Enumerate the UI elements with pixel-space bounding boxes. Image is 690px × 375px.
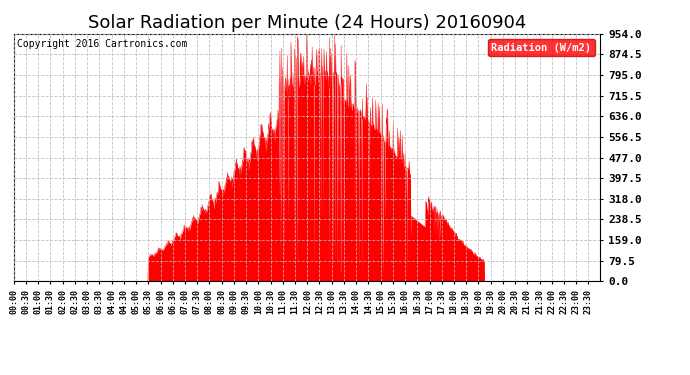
Text: Copyright 2016 Cartronics.com: Copyright 2016 Cartronics.com <box>17 39 187 49</box>
Title: Solar Radiation per Minute (24 Hours) 20160904: Solar Radiation per Minute (24 Hours) 20… <box>88 14 526 32</box>
Legend: Radiation (W/m2): Radiation (W/m2) <box>488 39 595 56</box>
